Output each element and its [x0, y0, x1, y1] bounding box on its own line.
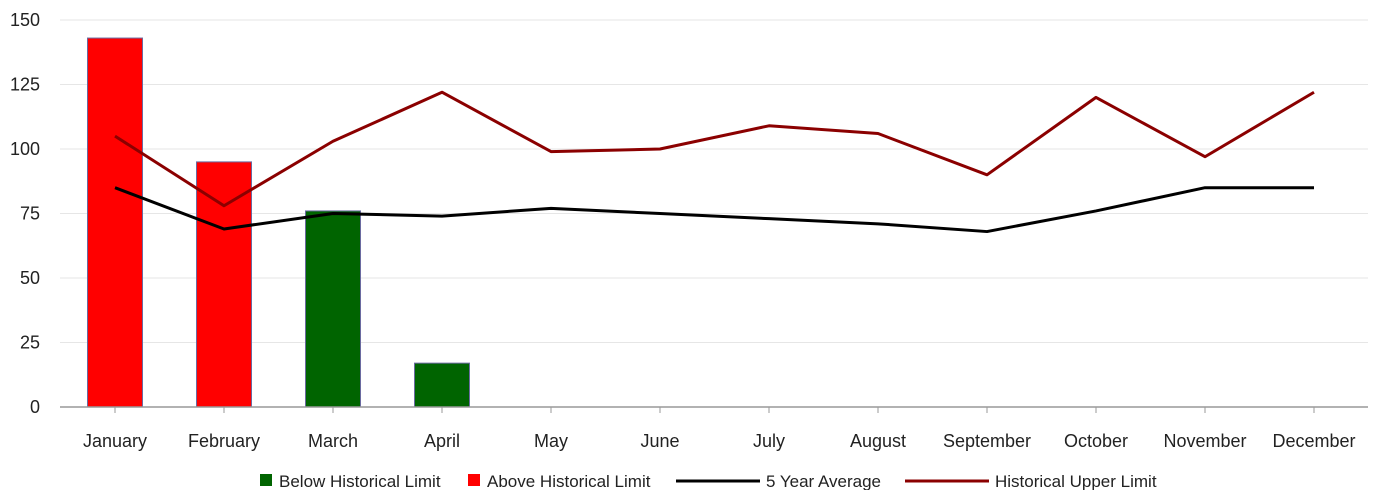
x-tick-label-january: January	[83, 431, 147, 451]
bar-layer	[87, 37, 470, 408]
y-tick-label-100: 100	[10, 139, 40, 159]
x-tick-label-february: February	[188, 431, 260, 451]
x-tick-label-october: October	[1064, 431, 1128, 451]
x-tick-label-july: July	[753, 431, 785, 451]
y-tick-label-75: 75	[20, 204, 40, 224]
x-tick-label-april: April	[424, 431, 460, 451]
y-tick-label-0: 0	[30, 397, 40, 417]
y-tick-label-50: 50	[20, 268, 40, 288]
y-tick-label-125: 125	[10, 75, 40, 95]
bar-january	[87, 37, 143, 408]
legend-label-5-year-average: 5 Year Average	[766, 472, 881, 490]
legend: Below Historical Limit Above Historical L…	[260, 472, 1157, 490]
x-tick-label-june: June	[640, 431, 679, 451]
x-axis: January February March April May June July Augu…	[83, 407, 1356, 451]
y-axis: 0 25 50 75 100 125 150	[10, 10, 40, 417]
legend-label-below-historical-limit: Below Historical Limit	[279, 472, 441, 490]
y-tick-label-25: 25	[20, 333, 40, 353]
x-tick-label-march: March	[308, 431, 358, 451]
series-line-historical-upper-limit	[114, 90, 1315, 208]
x-tick-label-december: December	[1272, 431, 1355, 451]
x-tick-label-august: August	[850, 431, 906, 451]
x-tick-label-september: September	[943, 431, 1031, 451]
legend-swatch-below-historical-limit	[260, 474, 272, 486]
bar-february	[196, 161, 252, 408]
series-line-5-year-average	[114, 186, 1314, 234]
legend-swatch-above-historical-limit	[468, 474, 480, 486]
legend-label-above-historical-limit: Above Historical Limit	[487, 472, 651, 490]
bar-march	[305, 210, 361, 408]
x-tick-label-may: May	[534, 431, 568, 451]
line-layer	[114, 90, 1315, 234]
grid-layer	[60, 19, 1368, 343]
x-tick-label-november: November	[1163, 431, 1246, 451]
bar-april	[414, 362, 470, 408]
y-tick-label-150: 150	[10, 10, 40, 30]
legend-label-historical-upper-limit: Historical Upper Limit	[995, 472, 1157, 490]
